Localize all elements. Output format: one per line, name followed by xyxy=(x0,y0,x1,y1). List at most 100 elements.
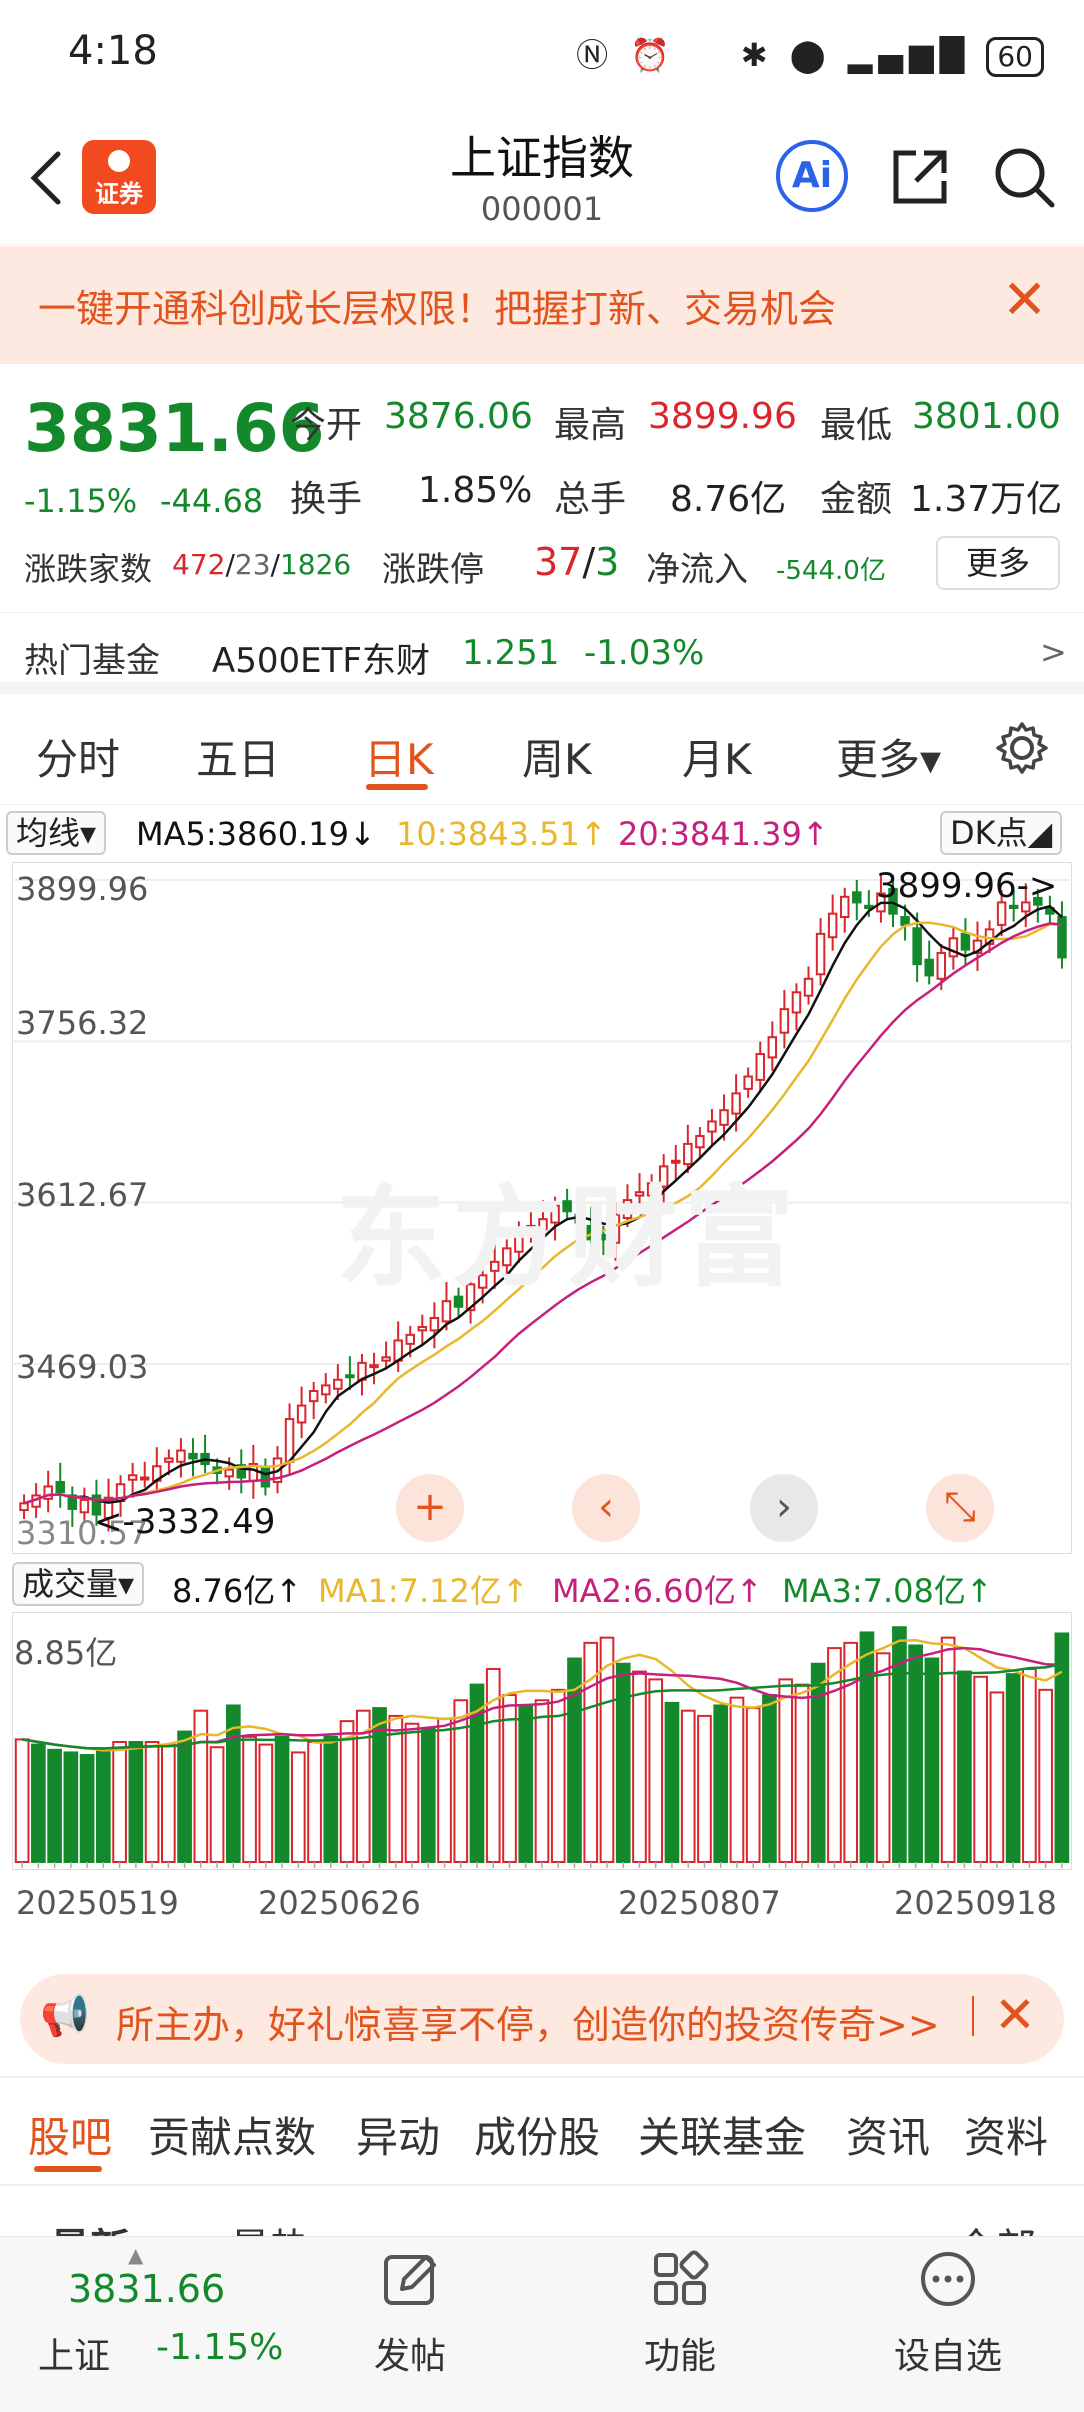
subtab-guba[interactable]: 股吧 xyxy=(28,2113,113,2162)
gear-icon[interactable] xyxy=(994,720,1050,776)
x-date-label: 20250807 xyxy=(618,1884,781,1922)
candle-body xyxy=(839,895,850,919)
volume-ma2: MA2:6.60亿↑ xyxy=(552,1572,763,1610)
nav-index-change[interactable]: -1.15% xyxy=(156,2327,284,2368)
status-icons: Ⓝ ⏰ ✱ ⬤ ▂▄▆█ 60 xyxy=(576,30,1044,77)
next-button[interactable]: › xyxy=(750,1474,818,1542)
ma10-value: 10:3843.51↑ xyxy=(396,815,607,853)
hot-fund-row[interactable]: 热门基金 A500ETF东财 1.251 -1.03% > xyxy=(0,612,1084,694)
share-icon[interactable] xyxy=(888,145,952,209)
grid-icon[interactable] xyxy=(650,2249,710,2309)
banner-text[interactable]: 一键开通科创成长层权限！把握打新、交易机会 xyxy=(38,287,837,331)
close-icon[interactable]: ✕ xyxy=(994,1986,1036,2044)
caret-up-icon: ▲ xyxy=(128,2243,144,2267)
subtab-constituents[interactable]: 成份股 xyxy=(474,2113,601,2162)
promo-banner[interactable]: 一键开通科创成长层权限！把握打新、交易机会 ✕ xyxy=(0,246,1084,364)
indicator-row: 均线▾ MA5:3860.19↓ 10:3843.51↑ 20:3841.39↑… xyxy=(0,804,1084,864)
volume-bar xyxy=(339,1720,355,1863)
volume-select[interactable]: 成交量▾ xyxy=(12,1562,145,1606)
min-price-marker: <-3332.49 xyxy=(94,1502,276,1542)
candle-body xyxy=(417,1325,428,1332)
hot-fund-name[interactable]: A500ETF东财 xyxy=(212,641,430,681)
nfc-icon: Ⓝ xyxy=(576,36,615,74)
candlestick-chart[interactable] xyxy=(12,862,1072,1554)
volume-bar xyxy=(14,1738,30,1863)
volume-bar xyxy=(713,1704,729,1864)
header xyxy=(0,110,1084,245)
nav-add-watchlist[interactable]: 设自选 xyxy=(893,2336,1002,2377)
volume-bar xyxy=(290,1751,306,1863)
high-value: 3899.96 xyxy=(648,396,797,437)
candle-body xyxy=(43,1485,53,1500)
volume-bar xyxy=(859,1631,875,1863)
volume-bar xyxy=(242,1735,257,1863)
search-icon[interactable] xyxy=(992,145,1056,209)
volume-bar xyxy=(420,1727,436,1863)
ma5-value: MA5:3860.19↓ xyxy=(136,815,376,853)
volume-bar xyxy=(680,1709,696,1864)
subtab-profile[interactable]: 资料 xyxy=(964,2113,1049,2162)
open-label: 今开 xyxy=(290,405,363,446)
tab-daily-k[interactable]: 日K xyxy=(364,735,434,784)
low-value: 3801.00 xyxy=(912,396,1061,437)
volume-bar xyxy=(209,1746,225,1863)
candle-body xyxy=(767,1036,778,1059)
tab-more[interactable]: 更多▾ xyxy=(836,735,942,784)
volume-bar xyxy=(778,1678,794,1863)
more-dots-icon[interactable] xyxy=(918,2249,978,2309)
candle-body xyxy=(683,1142,693,1166)
prev-button[interactable]: ‹ xyxy=(572,1474,640,1542)
tab-intraday[interactable]: 分时 xyxy=(36,735,121,784)
more-button[interactable]: 更多 xyxy=(936,536,1060,590)
nav-index-name[interactable]: 上证 xyxy=(38,2336,111,2377)
candle-body xyxy=(912,927,922,966)
nav-function[interactable]: 功能 xyxy=(643,2336,716,2377)
current-price: 3831.66 xyxy=(24,390,325,467)
zoom-in-button[interactable]: + xyxy=(396,1474,464,1542)
back-icon[interactable] xyxy=(26,150,66,206)
subtab-news[interactable]: 资讯 xyxy=(846,2113,931,2162)
candle-body xyxy=(260,1466,271,1488)
edit-icon[interactable] xyxy=(380,2249,440,2309)
y-tick-label: 3612.67 xyxy=(16,1176,149,1214)
ma-select[interactable]: 均线▾ xyxy=(6,811,107,855)
tab-weekly-k[interactable]: 周K xyxy=(522,735,592,784)
candle-body xyxy=(634,1191,645,1197)
nav-index-price[interactable]: 3831.66 xyxy=(68,2267,226,2311)
fullscreen-icon[interactable]: ⤡ xyxy=(926,1474,994,1542)
dk-point-button[interactable]: DK点◢ xyxy=(940,811,1063,855)
subtab-contribution[interactable]: 贡献点数 xyxy=(148,2113,317,2162)
candle-body xyxy=(538,1218,548,1231)
candle-body xyxy=(550,1204,560,1224)
close-icon[interactable]: ✕ xyxy=(1002,268,1048,331)
tab-monthly-k[interactable]: 月K xyxy=(682,735,752,784)
limit-label: 涨跌停 xyxy=(382,550,484,590)
low-label: 最低 xyxy=(820,405,893,446)
candle-body xyxy=(888,887,898,915)
volume-max-label: 8.85亿 xyxy=(14,1634,118,1672)
volume-bar xyxy=(258,1743,274,1863)
promo-marquee[interactable]: 📢 所主办，好礼惊喜享不停，创造你的投资传奇>> ✕ xyxy=(20,1974,1064,2064)
volume-bar xyxy=(518,1704,534,1864)
amount-value: 1.37万亿 xyxy=(910,479,1063,520)
candle-body xyxy=(453,1295,464,1308)
ai-icon[interactable]: Ai xyxy=(776,140,848,212)
subtab-movement[interactable]: 异动 xyxy=(356,2113,441,2162)
ma5-line xyxy=(23,901,1063,1505)
hot-fund-price: 1.251 xyxy=(462,633,560,673)
volume-chart[interactable] xyxy=(12,1612,1072,1870)
nav-post[interactable]: 发帖 xyxy=(373,2336,446,2377)
volume-bar xyxy=(437,1717,452,1863)
tab-five-day[interactable]: 五日 xyxy=(196,735,281,784)
candle-body xyxy=(91,1494,102,1516)
subtab-related-funds[interactable]: 关联基金 xyxy=(638,2113,807,2162)
candle-body xyxy=(308,1390,319,1403)
vol-ma3-line xyxy=(21,1662,1063,1750)
candle-body xyxy=(827,912,838,939)
volume-bar xyxy=(1054,1632,1070,1864)
candle-body xyxy=(658,1165,669,1188)
chevron-right-icon[interactable]: > xyxy=(1040,633,1067,671)
candle-body xyxy=(139,1476,150,1481)
promo-text[interactable]: 所主办，好礼惊喜享不停，创造你的投资传奇>> xyxy=(116,2003,940,2047)
candle-body xyxy=(164,1457,174,1463)
